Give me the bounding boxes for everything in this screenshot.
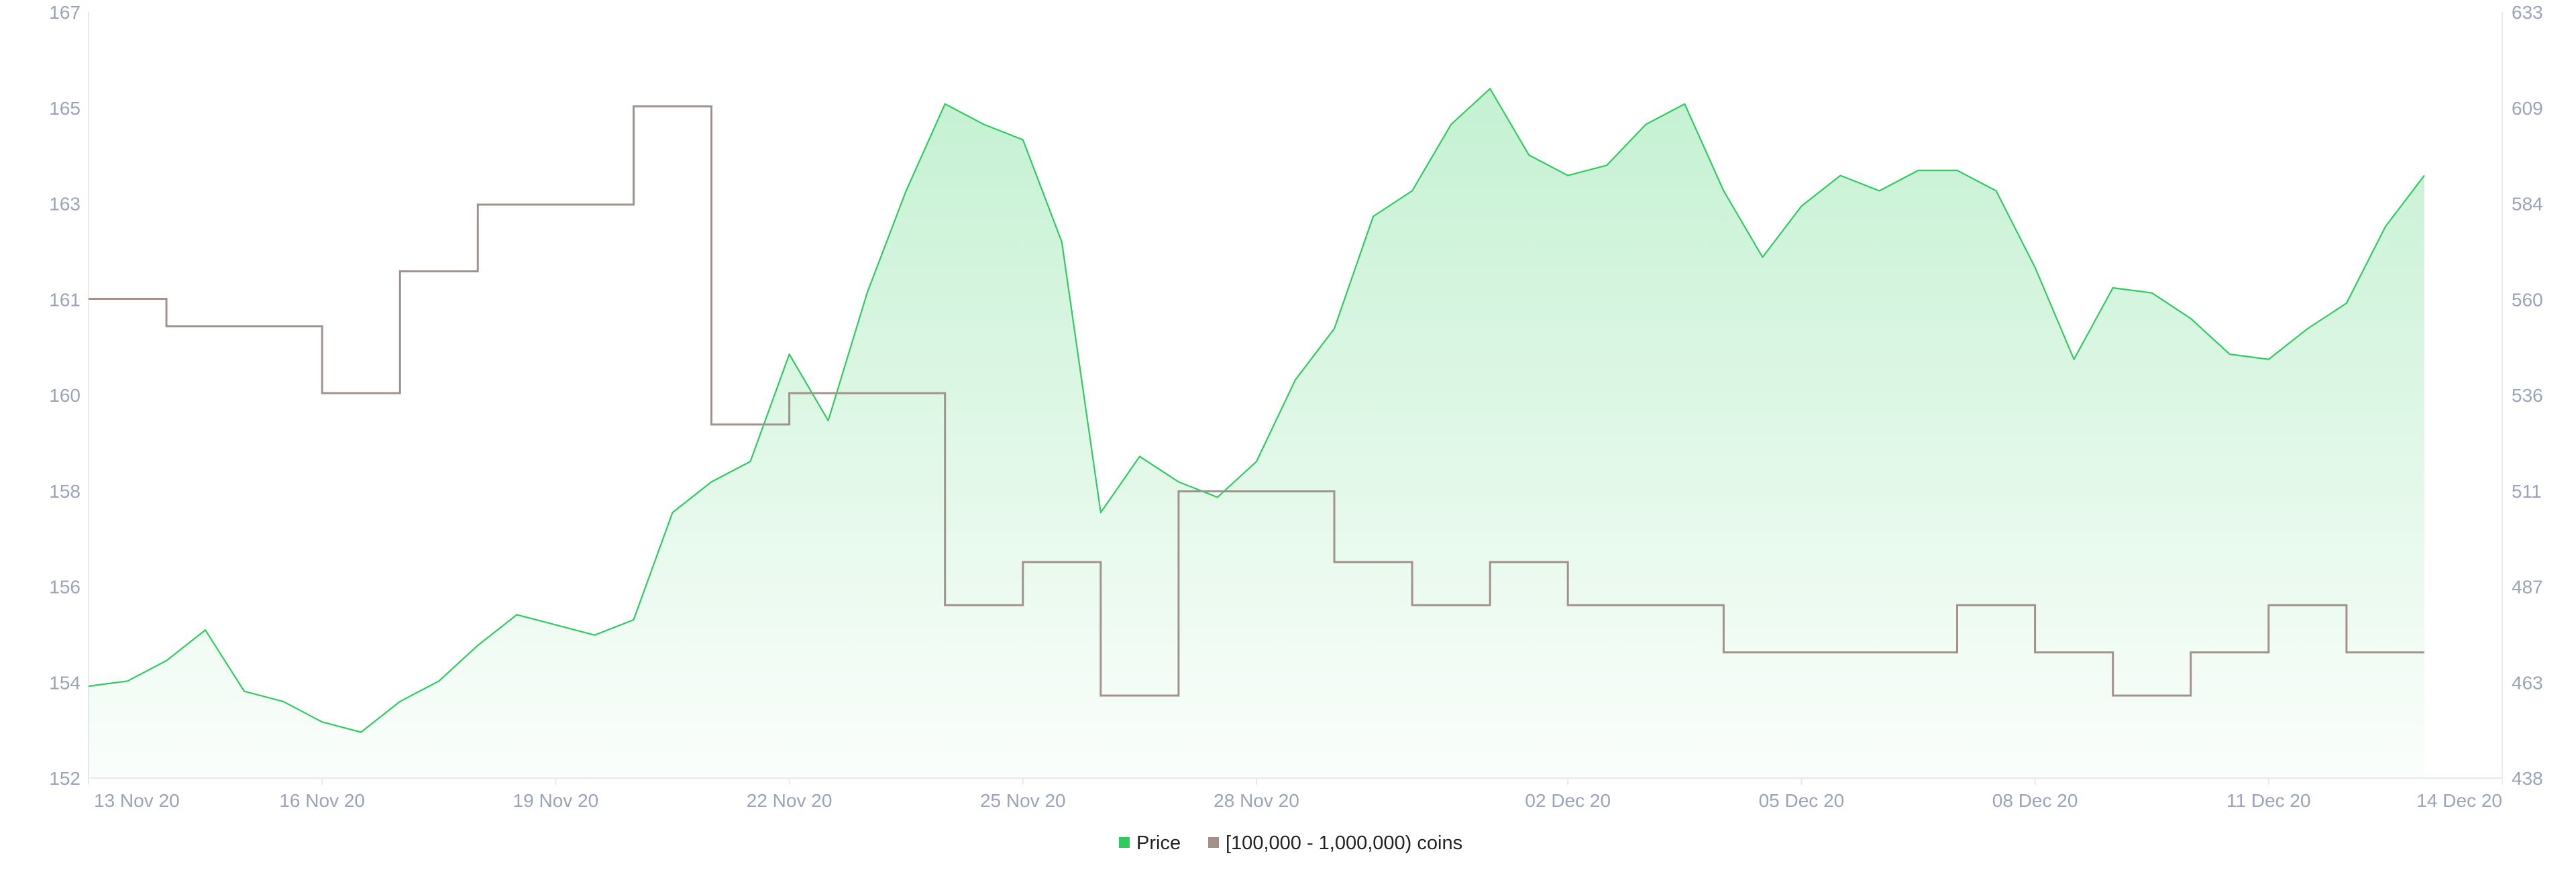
- y-right-tick-label: 463: [2512, 672, 2543, 693]
- x-tick-label: 16 Nov 20: [279, 790, 365, 811]
- series-layer: [88, 88, 2425, 779]
- y-right-tick-label: 560: [2512, 289, 2543, 310]
- legend-item-price[interactable]: Price: [1119, 832, 1181, 854]
- y-right-tick-label: 438: [2512, 768, 2543, 789]
- legend-label: Price: [1136, 832, 1181, 854]
- y-left-tick-label: 160: [49, 385, 80, 406]
- axes: 152 154 156 158 160 161 163 165 167 438 463 487 511 5…: [49, 2, 2542, 811]
- x-tick-label: 11 Dec 20: [2226, 790, 2311, 811]
- x-tick-label: 19 Nov 20: [513, 790, 599, 811]
- y-left-tick-label: 156: [49, 577, 80, 598]
- y-right-tick-label: 609: [2512, 98, 2543, 119]
- legend-label: [100,000 - 1,000,000) coins: [1226, 832, 1462, 854]
- x-tick-label: 22 Nov 20: [747, 790, 833, 811]
- legend[interactable]: Price [100,000 - 1,000,000) coins: [1119, 832, 1462, 854]
- y-right-tick-label: 511: [2512, 481, 2542, 502]
- price-area-fill: [89, 89, 2424, 779]
- y-left-tick-label: 161: [49, 289, 80, 310]
- legend-swatch: [1119, 837, 1130, 848]
- x-tick-label: 25 Nov 20: [980, 790, 1066, 811]
- y-left-tick-label: 152: [49, 768, 80, 789]
- y-right-tick-label: 536: [2512, 385, 2543, 406]
- y-right-tick-label: 487: [2512, 577, 2543, 598]
- x-tick-label: 14 Dec 20: [2416, 790, 2502, 811]
- x-tick-label: 08 Dec 20: [1992, 790, 2078, 811]
- legend-item-holders[interactable]: [100,000 - 1,000,000) coins: [1208, 832, 1462, 854]
- y-left-tick-label: 158: [49, 481, 80, 502]
- holder-coins-step-line: [89, 105, 2424, 697]
- x-tick-label: 02 Dec 20: [1525, 790, 1611, 811]
- y-left-tick-label: 163: [49, 194, 80, 215]
- y-right-tick-label: 633: [2512, 2, 2543, 23]
- y-left-tick-label: 165: [49, 98, 80, 119]
- x-tick-label: 13 Nov 20: [94, 790, 180, 811]
- y-left-tick-label: 154: [49, 672, 80, 693]
- y-left-tick-label: 167: [49, 2, 80, 23]
- x-tick-label: 28 Nov 20: [1214, 790, 1299, 811]
- y-right-tick-label: 584: [2512, 194, 2543, 215]
- x-tick-label: 05 Dec 20: [1759, 790, 1845, 811]
- legend-swatch: [1208, 837, 1219, 848]
